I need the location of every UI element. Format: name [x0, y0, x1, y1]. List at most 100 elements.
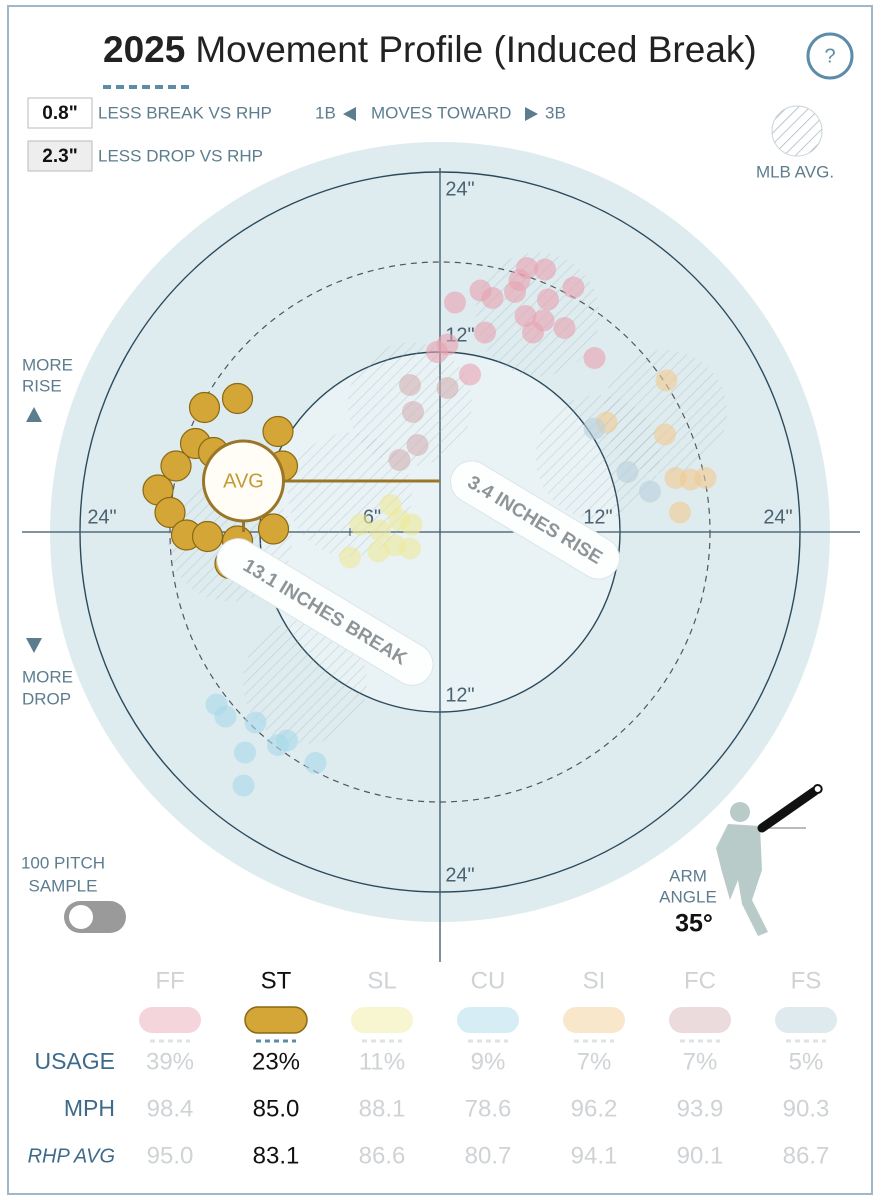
pitch-point — [406, 434, 429, 456]
pitch-name[interactable]: SL — [367, 967, 396, 994]
pitch-point — [534, 258, 556, 281]
pitch-point — [426, 341, 448, 363]
title: 2025 Movement Profile (Induced Break) — [103, 29, 757, 70]
pitch-point[interactable] — [257, 513, 290, 545]
key-label: LESS BREAK VS RHP — [98, 103, 272, 122]
arm-angle-value: 35° — [675, 910, 713, 938]
pitch-point[interactable] — [188, 391, 221, 424]
table-cell: 78.6 — [465, 1095, 512, 1122]
row-label: RHP AVG — [28, 1145, 115, 1167]
pitch-name[interactable]: FS — [791, 967, 822, 994]
pitch-point — [639, 480, 661, 503]
pitch-point — [369, 519, 391, 542]
arrow-left — [343, 107, 356, 121]
key-label: LESS DROP VS RHP — [98, 146, 263, 165]
arm-angle-title: ARM — [669, 866, 707, 885]
pitch-name[interactable]: SI — [583, 967, 606, 994]
direction-middle: MOVES TOWARD — [371, 103, 511, 122]
sample-label: 100 PITCH — [21, 853, 105, 872]
pitch-point — [508, 269, 531, 291]
avg-label: AVG — [223, 470, 264, 492]
title-year: 2025 — [103, 29, 185, 70]
pitch-point — [522, 321, 544, 344]
pitch-point — [694, 467, 717, 489]
arm-angle-title: ANGLE — [659, 887, 717, 906]
arm-angle-group — [757, 783, 823, 833]
pitch-pill[interactable] — [244, 1006, 308, 1034]
pitch-pill[interactable] — [775, 1007, 837, 1033]
pitch-point — [232, 774, 255, 797]
row-label: MPH — [64, 1095, 115, 1121]
table-cell: 95.0 — [147, 1142, 194, 1169]
y-tick-label: 24" — [445, 178, 474, 200]
pitch-point — [514, 305, 537, 327]
x-tick-label: 24" — [763, 506, 792, 528]
annotation-pill — [450, 460, 620, 580]
arm-angle-line — [757, 786, 819, 833]
mlb-avg-zone — [243, 620, 367, 744]
help-icon[interactable]: ? — [824, 45, 835, 67]
table-cell: 86.7 — [783, 1142, 830, 1169]
table-cell: 90.3 — [783, 1095, 830, 1122]
pitch-point — [537, 288, 559, 311]
mlb-avg-zone — [535, 395, 660, 519]
more-rise: MORE — [22, 355, 73, 374]
pitch-name[interactable]: CU — [471, 967, 506, 994]
pitch-point[interactable] — [154, 496, 186, 529]
toggle-knob[interactable] — [69, 905, 93, 929]
table-cell: 85.0 — [253, 1095, 300, 1122]
pitch-point — [616, 461, 639, 483]
table-cell: 96.2 — [571, 1095, 618, 1122]
pitch-point — [388, 449, 411, 471]
pitch-name[interactable]: ST — [261, 967, 292, 994]
table-cell: 7% — [577, 1048, 612, 1075]
arrow-down — [26, 638, 42, 653]
table-cell: 93.9 — [677, 1095, 724, 1122]
pitch-point — [367, 540, 390, 563]
title-text: Movement Profile (Induced Break) — [195, 29, 756, 70]
pitch-pill[interactable] — [669, 1007, 731, 1033]
y-tick-label: 24" — [445, 864, 474, 886]
pitch-pill[interactable] — [563, 1007, 625, 1033]
key-value: 2.3" — [42, 146, 77, 167]
key-box — [27, 97, 93, 129]
pitch-point — [234, 741, 256, 764]
table-cell: 39% — [146, 1048, 194, 1075]
pitch-pill[interactable] — [139, 1007, 201, 1033]
pitch-point[interactable] — [221, 382, 254, 415]
pitch-point — [388, 509, 411, 531]
table-cell: 98.4 — [147, 1095, 194, 1122]
help-button[interactable] — [806, 32, 854, 80]
pitch-pill[interactable] — [457, 1007, 519, 1033]
row-label: USAGE — [34, 1048, 115, 1074]
direction-left: 1B — [315, 103, 336, 122]
pitch-point — [562, 276, 585, 299]
pitch-point — [655, 369, 678, 392]
table-cell: 9% — [471, 1048, 506, 1075]
y-tick-label: 12" — [445, 684, 474, 706]
pitcher-figure — [716, 802, 768, 936]
pitch-point — [304, 752, 327, 774]
plot: 24" 6" 12" 24"24"12"12"24"AVG 3.4 INCHES RIS… — [22, 142, 860, 962]
table-cell: 88.1 — [359, 1095, 406, 1122]
pitch-point — [436, 377, 459, 399]
table-cell: 11% — [359, 1048, 405, 1075]
pitch-pill[interactable] — [351, 1007, 413, 1033]
pitch-point — [276, 729, 298, 752]
more-drop: DROP — [22, 689, 71, 708]
arrow-up — [26, 407, 42, 422]
pitch-point — [553, 317, 576, 339]
pitch-point[interactable] — [262, 415, 294, 448]
pitch-point — [459, 363, 481, 386]
pitch-point — [244, 711, 267, 734]
key-box — [27, 140, 93, 172]
table-cell: 83.1 — [253, 1142, 300, 1169]
x-tick-label: 12" — [583, 506, 612, 528]
pitch-name[interactable]: FC — [684, 967, 716, 994]
pitch-point[interactable] — [160, 450, 192, 482]
pitch-name[interactable]: FF — [155, 967, 184, 994]
x-tick-label: 24" — [87, 506, 116, 528]
pitch-point — [654, 423, 676, 446]
pitch-point[interactable] — [191, 520, 224, 553]
